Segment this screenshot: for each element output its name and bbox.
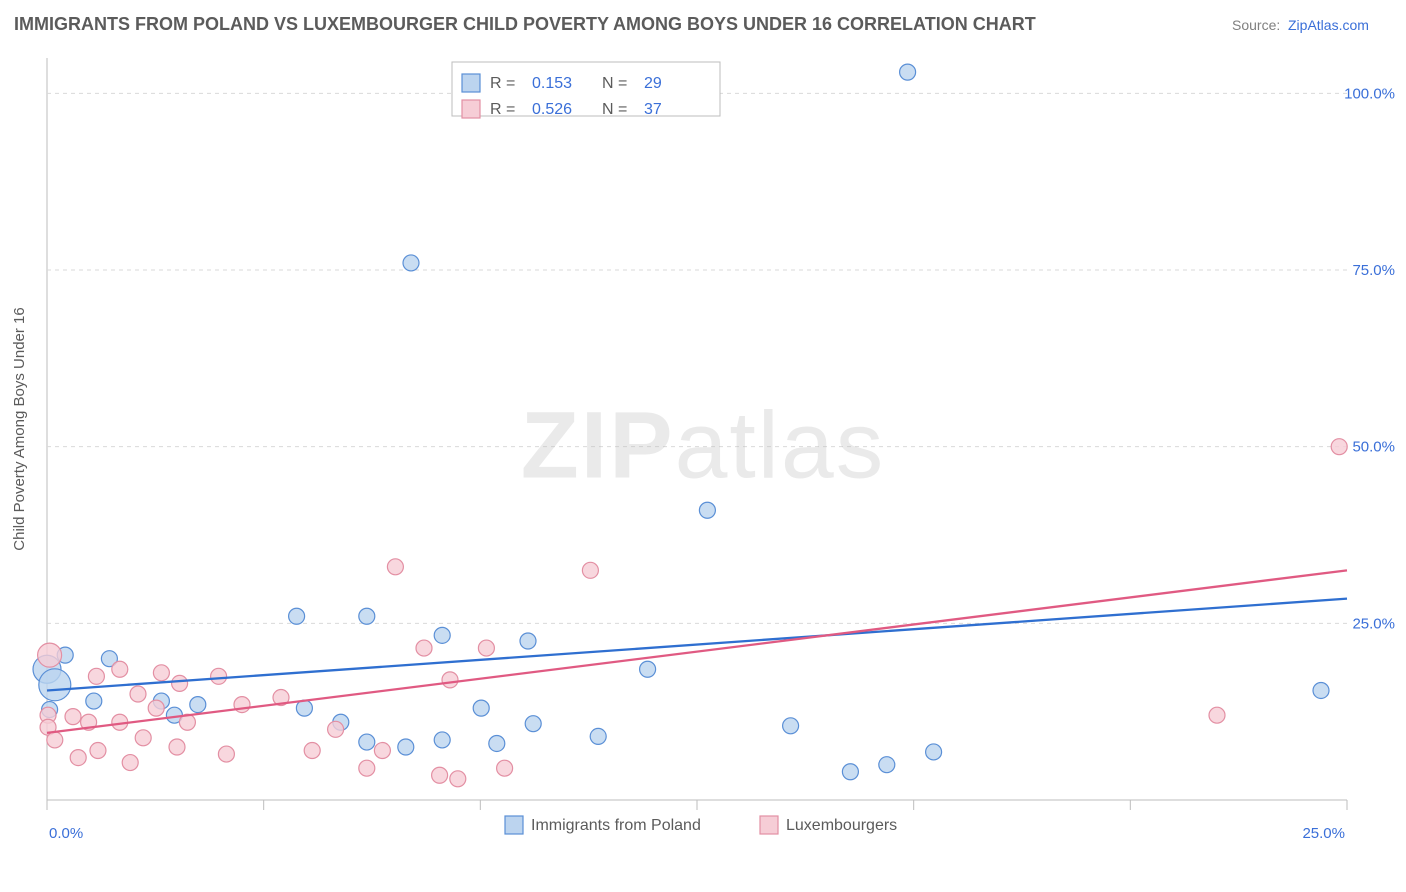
data-point [112,661,128,677]
data-point [190,697,206,713]
data-point [86,693,102,709]
correlation-scatter-chart: IMMIGRANTS FROM POLAND VS LUXEMBOURGER C… [0,0,1406,892]
data-point [148,700,164,716]
y-tick-label: 50.0% [1352,439,1395,456]
data-point [304,743,320,759]
data-point [38,643,62,667]
y-axis-title: Child Poverty Among Boys Under 16 [11,307,28,550]
data-point [403,255,419,271]
data-point [783,718,799,734]
data-point [1313,682,1329,698]
data-point [172,675,188,691]
data-point [153,665,169,681]
data-point [473,700,489,716]
data-point [169,739,185,755]
legend-series-label: Immigrants from Poland [531,817,701,834]
data-point [135,730,151,746]
x-tick-label: 25.0% [1302,825,1345,842]
data-point [90,743,106,759]
data-point [699,502,715,518]
data-point [122,755,138,771]
data-point [525,716,541,732]
data-point [842,764,858,780]
trend-line [47,570,1347,733]
data-point [478,640,494,656]
x-tick-label: 0.0% [49,825,83,842]
legend-swatch [505,816,523,834]
y-tick-label: 100.0% [1344,85,1395,102]
data-point [289,608,305,624]
data-point [582,562,598,578]
data-point [387,559,403,575]
legend-r-label: R = [490,101,515,118]
data-point [359,734,375,750]
legend-n-label: N = [602,101,627,118]
data-point [879,757,895,773]
data-point [432,767,448,783]
data-point [359,760,375,776]
legend-swatch [462,100,480,118]
data-point [130,686,146,702]
data-point [497,760,513,776]
data-point [434,732,450,748]
y-tick-label: 75.0% [1352,262,1395,279]
data-point [416,640,432,656]
data-point [374,743,390,759]
legend-swatch [462,74,480,92]
data-point [489,735,505,751]
data-point [450,771,466,787]
legend-series-label: Luxembourgers [786,817,897,834]
data-point [328,721,344,737]
data-point [65,709,81,725]
legend-n-label: N = [602,75,627,92]
data-point [520,633,536,649]
data-point [218,746,234,762]
chart-title: IMMIGRANTS FROM POLAND VS LUXEMBOURGER C… [14,14,1036,34]
legend-r-value: 0.526 [532,101,572,118]
legend-n-value: 37 [644,101,662,118]
data-point [1331,439,1347,455]
data-point [434,627,450,643]
trend-line [47,599,1347,691]
data-point [211,668,227,684]
data-point [398,739,414,755]
y-tick-label: 25.0% [1352,615,1395,632]
data-point [640,661,656,677]
source-link[interactable]: ZipAtlas.com [1288,17,1369,33]
legend-r-value: 0.153 [532,75,572,92]
data-point [900,64,916,80]
data-point [442,672,458,688]
source-label: Source: [1232,17,1280,33]
data-point [47,732,63,748]
data-point [590,728,606,744]
data-point [88,668,104,684]
data-point [70,750,86,766]
data-point [1209,707,1225,723]
data-point [359,608,375,624]
data-point [39,669,71,701]
legend-n-value: 29 [644,75,662,92]
legend-swatch [760,816,778,834]
data-point [926,744,942,760]
legend-r-label: R = [490,75,515,92]
